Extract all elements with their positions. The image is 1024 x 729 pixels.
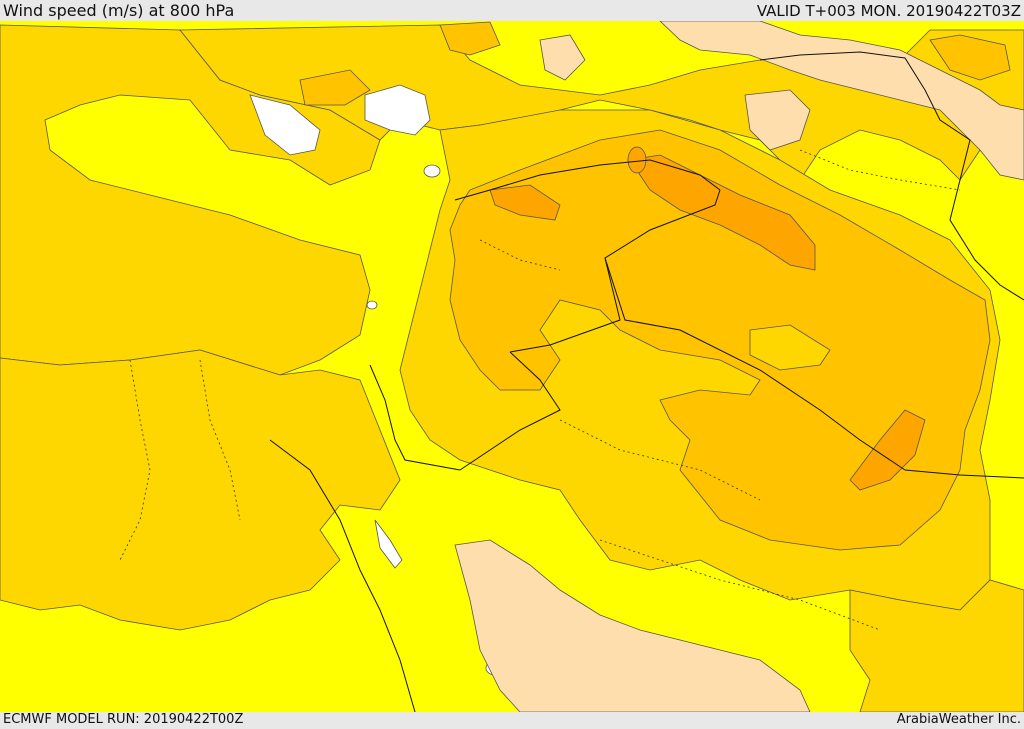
credit-label: ArabiaWeather Inc. (896, 712, 1021, 727)
model-run-label: ECMWF MODEL RUN: 20190422T00Z (3, 712, 244, 727)
border-iran (759, 51, 1024, 301)
calm-area-3 (423, 164, 441, 178)
band-4-iraq-south (849, 409, 926, 491)
border-jordan-saudi (509, 257, 621, 353)
border-syria-iraq (604, 189, 906, 471)
band-2-hole-east (749, 324, 831, 371)
wind-speed-map (0, 21, 1024, 712)
calm-area-1 (249, 94, 321, 156)
band-3-levant-east (449, 129, 991, 551)
band-3-north-east (929, 34, 1011, 81)
footer-bar: ECMWF MODEL RUN: 20190422T00Z ArabiaWeat… (0, 712, 1024, 729)
band-3-anatolia (439, 21, 501, 56)
band-4-areas (489, 146, 926, 491)
band-3-aegean (299, 69, 371, 106)
band-2-arabia-south (849, 579, 1024, 712)
band-2-egypt (0, 349, 401, 631)
border-saudi-kuwait (904, 469, 1024, 479)
calm-area-4 (366, 300, 378, 310)
tan-area-north-east-2 (744, 89, 811, 151)
border-egypt-israel (369, 364, 461, 471)
country-borders (269, 51, 1024, 712)
valid-time-label: VALID T+003 MON. 20190422T03Z (756, 2, 1021, 20)
internal-boundaries (119, 149, 961, 631)
tan-area-north (539, 34, 586, 81)
border-turkey-syria (454, 159, 721, 201)
map-title: Wind speed (m/s) at 800 hPa (3, 1, 235, 20)
band-4-spot (627, 146, 647, 174)
calm-area-5 (374, 519, 403, 569)
border-nile-coast (269, 439, 416, 712)
header-bar: Wind speed (m/s) at 800 hPa VALID T+003 … (0, 0, 1024, 21)
band-4-levant-north (489, 184, 561, 221)
border-jordan-south (459, 351, 561, 471)
calm-area-2 (364, 84, 431, 136)
band-3-areas (299, 21, 1011, 551)
tan-area-arabia-south (454, 539, 811, 712)
